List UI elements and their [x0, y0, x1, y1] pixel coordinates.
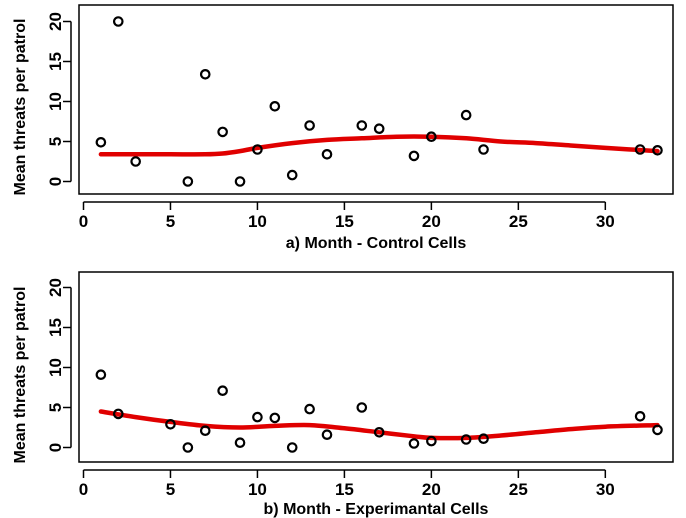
y-tick-label: 15 — [46, 318, 65, 337]
x-tick-label: 0 — [79, 480, 88, 499]
x-tick-label: 20 — [422, 480, 441, 499]
x-tick-label: 15 — [335, 480, 354, 499]
data-point — [652, 424, 663, 436]
data-point — [408, 150, 420, 162]
data-point — [269, 101, 281, 112]
data-point — [634, 410, 646, 422]
data-point — [112, 408, 124, 420]
data-point — [286, 442, 298, 453]
y-axis-title: Mean threats per patrol — [12, 19, 29, 196]
x-axis-title: b) Month - Experimantal Cells — [264, 501, 489, 518]
y-tick-label: 5 — [46, 403, 65, 412]
data-point — [356, 402, 368, 413]
data-point — [252, 144, 263, 155]
data-point — [286, 169, 298, 181]
data-point — [478, 144, 489, 155]
y-tick-label: 0 — [46, 443, 65, 452]
x-tick-label: 0 — [79, 212, 88, 231]
y-tick-label: 0 — [46, 177, 65, 186]
x-tick-label: 30 — [596, 480, 615, 499]
x-tick-label: 25 — [509, 212, 528, 231]
data-point — [165, 418, 176, 430]
x-tick-label: 5 — [166, 480, 175, 499]
chart-panel-1: 0 5 10 15 20 0 5 10 15 20 25 30 Mean threats per pat… — [12, 4, 674, 252]
smooth-fit-line — [98, 409, 660, 441]
data-point — [426, 435, 437, 447]
x-tick-label: 30 — [596, 212, 615, 231]
data-point — [252, 411, 263, 423]
data-point — [634, 144, 646, 155]
x-tick-label: 25 — [509, 480, 528, 499]
data-point — [269, 412, 281, 424]
data-point — [356, 120, 368, 131]
y-tick-label: 10 — [46, 92, 65, 111]
data-point — [234, 437, 246, 448]
data-point — [321, 149, 333, 160]
y-tick-label: 20 — [46, 12, 65, 31]
data-point — [130, 156, 141, 167]
data-point — [460, 434, 472, 445]
smooth-fit-line — [98, 134, 660, 157]
data-point — [373, 123, 385, 134]
y-axis-title: Mean threats per patrol — [12, 287, 29, 464]
x-tick-label: 5 — [166, 212, 175, 231]
data-point — [217, 126, 228, 138]
data-point — [234, 176, 246, 187]
y-tick-label: 15 — [46, 52, 65, 71]
y-tick-label: 5 — [46, 137, 65, 146]
x-tick-label: 20 — [422, 212, 441, 231]
data-point — [182, 442, 194, 453]
y-tick-label: 20 — [46, 278, 65, 297]
data-point — [373, 426, 385, 438]
data-point — [217, 385, 228, 396]
data-point — [95, 369, 107, 380]
data-point — [304, 120, 315, 131]
x-tick-label: 10 — [248, 212, 267, 231]
plot-frame — [78, 4, 674, 195]
data-point — [304, 403, 315, 415]
data-point — [478, 433, 489, 444]
chart-panel-2: 0 5 10 15 20 0 5 10 15 20 25 30 Mean threats per pat… — [12, 271, 674, 518]
data-point — [426, 131, 437, 142]
y-tick-label: 10 — [46, 358, 65, 377]
data-point — [408, 438, 420, 449]
x-axis-title: a) Month - Control Cells — [286, 235, 467, 252]
x-tick-label: 10 — [248, 480, 267, 499]
data-point — [652, 145, 663, 156]
data-point — [321, 429, 333, 440]
data-point — [112, 16, 124, 27]
data-point — [199, 69, 211, 80]
data-point — [460, 109, 472, 121]
data-point — [199, 425, 211, 436]
data-point — [95, 137, 107, 148]
x-tick-label: 15 — [335, 212, 354, 231]
plot-frame — [78, 271, 674, 463]
data-point — [182, 176, 194, 187]
